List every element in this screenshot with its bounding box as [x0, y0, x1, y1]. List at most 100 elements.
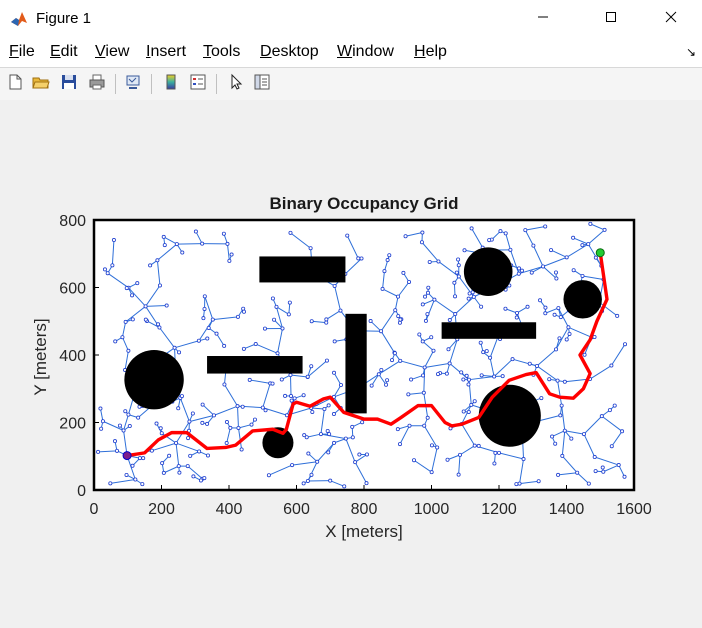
tree-node	[350, 435, 355, 440]
tree-node	[356, 256, 361, 261]
y-tick-label: 400	[59, 348, 86, 365]
tree-edge	[459, 445, 475, 456]
tree-node	[521, 457, 526, 462]
tree-node	[586, 481, 591, 486]
tree-edge	[237, 406, 239, 429]
insert-legend-button[interactable]	[187, 73, 209, 95]
tree-node	[149, 448, 154, 453]
tree-node	[205, 336, 210, 341]
menu-tools[interactable]: Tools	[203, 43, 241, 60]
obstacle-circle	[478, 384, 541, 447]
tree-node	[180, 250, 185, 255]
tree-node	[327, 432, 332, 437]
tree-node	[523, 228, 528, 233]
tree-edge	[326, 310, 341, 320]
tree-edge	[422, 341, 434, 352]
tree-node	[531, 243, 536, 248]
tree-node	[562, 379, 567, 384]
tree-node	[432, 297, 437, 302]
link-plot-button[interactable]	[122, 73, 144, 95]
menu-desktop[interactable]: Desktop	[260, 43, 319, 60]
tree-node	[227, 258, 232, 263]
tree-node	[429, 335, 434, 340]
tree-edge	[399, 425, 410, 445]
open-file-button[interactable]	[30, 73, 52, 95]
tree-node	[462, 248, 467, 253]
maximize-button[interactable]	[588, 0, 634, 38]
tree-node	[427, 259, 432, 264]
tree-node	[332, 283, 337, 288]
tree-node	[284, 413, 289, 418]
menu-file[interactable]: File	[9, 43, 35, 60]
insert-colorbar-button[interactable]	[160, 73, 182, 95]
save-button[interactable]	[58, 73, 80, 95]
tree-node	[338, 382, 343, 387]
x-tick-label: 200	[148, 501, 175, 518]
menu-view[interactable]: View	[95, 43, 130, 60]
tree-node	[288, 230, 293, 235]
tree-edge	[110, 479, 136, 484]
tree-node	[539, 396, 544, 401]
tree-node	[324, 320, 329, 325]
tree-node	[429, 443, 434, 448]
x-tick-label: 400	[216, 501, 243, 518]
tree-edge	[204, 296, 214, 320]
menu-insert[interactable]: Insert	[146, 43, 187, 60]
tree-node	[120, 335, 125, 340]
tree-edge	[425, 299, 435, 322]
tree-node	[471, 294, 476, 299]
new-figure-button[interactable]	[4, 73, 26, 95]
tree-edge	[542, 256, 567, 267]
tree-node	[581, 432, 586, 437]
menu-edit[interactable]: Edit	[50, 43, 78, 60]
tree-node	[198, 478, 203, 483]
x-tick-label: 0	[90, 501, 99, 518]
tree-edge	[531, 266, 544, 274]
tree-node	[221, 231, 226, 236]
tree-node	[266, 473, 271, 478]
tree-node	[162, 243, 167, 248]
tree-node	[493, 450, 498, 455]
tree-edge	[175, 443, 180, 467]
tree-node	[200, 402, 205, 407]
tree-node	[123, 319, 128, 324]
tree-edge	[590, 223, 605, 231]
tree-node	[407, 279, 412, 284]
tree-node	[328, 478, 333, 483]
tree-node	[236, 425, 241, 430]
save-icon	[60, 73, 78, 96]
toolbar-separator	[216, 74, 217, 94]
tree-edge	[400, 360, 425, 368]
minimize-button[interactable]	[520, 0, 566, 38]
tree-edge	[518, 266, 544, 275]
tree-node	[602, 227, 607, 232]
tree-node	[472, 399, 477, 404]
dock-figure-icon[interactable]: ↘	[685, 45, 696, 59]
property-inspector-button[interactable]	[251, 73, 273, 95]
tree-node	[534, 363, 539, 368]
tree-node	[270, 381, 275, 386]
tree-edge	[473, 296, 482, 308]
tree-node	[552, 312, 557, 317]
tree-edge	[292, 461, 318, 466]
menu-help[interactable]: Help	[414, 43, 447, 60]
tree-node	[616, 463, 621, 468]
tree-node	[564, 255, 569, 260]
tree-edge	[333, 372, 342, 386]
tree-node	[516, 271, 521, 276]
tree-node	[571, 235, 576, 240]
menu-window[interactable]: Window	[337, 43, 394, 60]
close-button[interactable]	[648, 0, 694, 38]
tree-edge	[107, 272, 129, 289]
print-button[interactable]	[86, 73, 108, 95]
edit-plot-button[interactable]	[225, 73, 247, 95]
tree-node	[397, 320, 402, 325]
tree-node	[569, 436, 574, 441]
tree-edge	[111, 240, 115, 266]
tree-node	[623, 342, 628, 347]
tree-node	[456, 263, 461, 268]
tree-node	[112, 439, 117, 444]
window-titlebar[interactable]: Figure 1	[0, 0, 702, 38]
tree-node	[247, 377, 252, 382]
